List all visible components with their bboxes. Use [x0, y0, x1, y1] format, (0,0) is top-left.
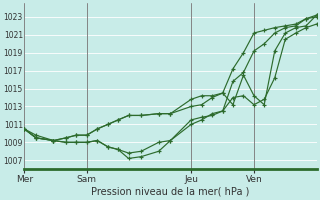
- X-axis label: Pression niveau de la mer( hPa ): Pression niveau de la mer( hPa ): [91, 187, 250, 197]
